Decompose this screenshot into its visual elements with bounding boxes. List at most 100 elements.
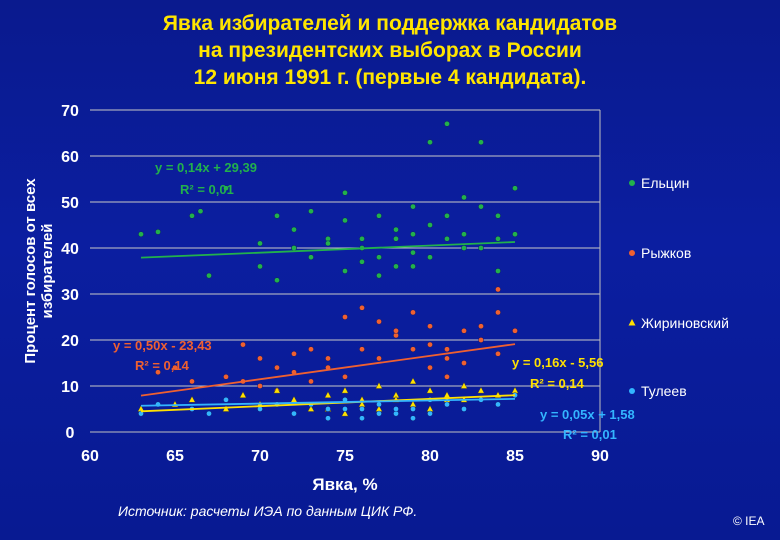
data-point	[342, 406, 348, 412]
trend-equation: y = 0,16x - 5,56	[512, 355, 603, 370]
data-point	[410, 415, 416, 422]
y-tick-label: 0	[66, 425, 75, 442]
data-point	[342, 217, 348, 224]
x-tick-label: 90	[591, 448, 609, 465]
data-point	[478, 323, 484, 330]
data-point	[308, 208, 314, 214]
data-point	[461, 360, 467, 366]
data-point	[376, 272, 382, 279]
data-point	[325, 415, 331, 422]
data-point-triangle	[341, 386, 349, 394]
data-point-triangle	[443, 391, 451, 398]
x-tick-label: 70	[251, 448, 269, 465]
data-points	[137, 121, 519, 422]
trend-annotations: y = 0,14x + 29,39 R² = 0,01 y = 0,50x - 23…	[113, 160, 635, 442]
axes	[90, 110, 601, 433]
data-point-triangle	[273, 386, 281, 394]
data-point	[223, 373, 229, 380]
data-point	[393, 226, 399, 233]
data-point-triangle	[324, 391, 332, 398]
data-point	[274, 212, 280, 219]
legend-label: Тулеев	[641, 383, 687, 399]
data-point	[291, 226, 297, 233]
trend-r-squared: R² = 0,01	[180, 182, 234, 197]
title-line-2: на президентских выборах в России	[198, 39, 582, 62]
data-point	[291, 410, 297, 417]
data-point	[325, 240, 331, 247]
y-tick-label: 60	[61, 149, 79, 166]
data-point	[495, 350, 501, 357]
data-point	[257, 240, 263, 247]
y-tick-label: 30	[61, 287, 79, 304]
data-point	[444, 235, 450, 242]
data-point	[410, 203, 416, 210]
data-point	[478, 245, 484, 251]
data-point	[189, 212, 195, 219]
title-line-1: Явка избирателей и поддержка кандидатов	[162, 12, 618, 35]
legend-label: Жириновский	[641, 315, 729, 331]
trend-line	[140, 394, 516, 413]
data-point-triangle	[341, 409, 349, 417]
data-point	[427, 139, 433, 145]
data-point	[189, 378, 195, 385]
data-point	[308, 378, 314, 385]
data-point	[138, 231, 144, 237]
data-point	[512, 231, 518, 237]
y-tick-label: 20	[61, 333, 79, 350]
data-point	[393, 406, 399, 412]
data-point	[155, 369, 161, 376]
trend-line	[140, 343, 516, 397]
x-tick-label: 60	[81, 448, 99, 465]
data-point	[376, 318, 382, 325]
data-point-triangle	[290, 395, 298, 403]
data-point	[257, 355, 263, 362]
x-tick-label: 85	[506, 448, 524, 465]
data-point	[461, 245, 467, 251]
trend-lines	[140, 241, 516, 413]
copyright: © IEA	[733, 514, 765, 528]
data-point	[257, 383, 263, 389]
legend: Ельцин Рыжков Жириновский Тулеев	[628, 175, 729, 399]
data-point	[444, 355, 450, 362]
data-point	[410, 231, 416, 237]
data-point	[206, 272, 212, 279]
data-point	[342, 189, 348, 196]
data-point	[410, 263, 416, 270]
data-point-triangle	[239, 391, 247, 398]
data-point	[478, 203, 484, 210]
data-point-triangle	[511, 386, 519, 394]
y-tick-label: 50	[61, 195, 79, 212]
data-point	[197, 208, 204, 214]
data-point	[444, 121, 450, 127]
legend-marker-triangle	[628, 319, 636, 326]
data-point	[257, 263, 263, 270]
data-point	[223, 396, 229, 403]
title-line-3: 12 июня 1991 г. (первые 4 кандидата).	[193, 66, 587, 89]
data-point	[257, 406, 263, 412]
x-tick-label: 80	[421, 448, 439, 465]
y-tick-label: 40	[61, 241, 79, 258]
data-point	[512, 327, 518, 334]
data-point	[325, 406, 331, 412]
data-point	[495, 309, 501, 316]
x-tick-labels: 60 65 70 75 80 85 90	[81, 448, 609, 465]
data-point	[427, 323, 433, 330]
data-point	[359, 406, 365, 412]
trend-r-squared: R² = 0,01	[563, 427, 617, 442]
y-axis-label-line-1: Процент голосов от всех	[22, 178, 39, 364]
data-point	[155, 229, 161, 235]
data-point	[444, 401, 450, 408]
x-tick-label: 75	[336, 448, 354, 465]
y-tick-label: 10	[61, 379, 79, 396]
y-axis-label-line-2: избирателей	[39, 224, 56, 319]
trend-r-squared: R² = 0,14	[135, 358, 190, 373]
x-axis-label: Явка, %	[312, 475, 377, 494]
data-point	[274, 364, 280, 371]
data-point	[308, 346, 314, 353]
data-point	[444, 346, 450, 353]
data-point	[359, 415, 365, 422]
data-point	[427, 341, 433, 348]
data-point	[427, 254, 433, 261]
data-point	[444, 212, 450, 219]
data-point	[291, 245, 297, 251]
